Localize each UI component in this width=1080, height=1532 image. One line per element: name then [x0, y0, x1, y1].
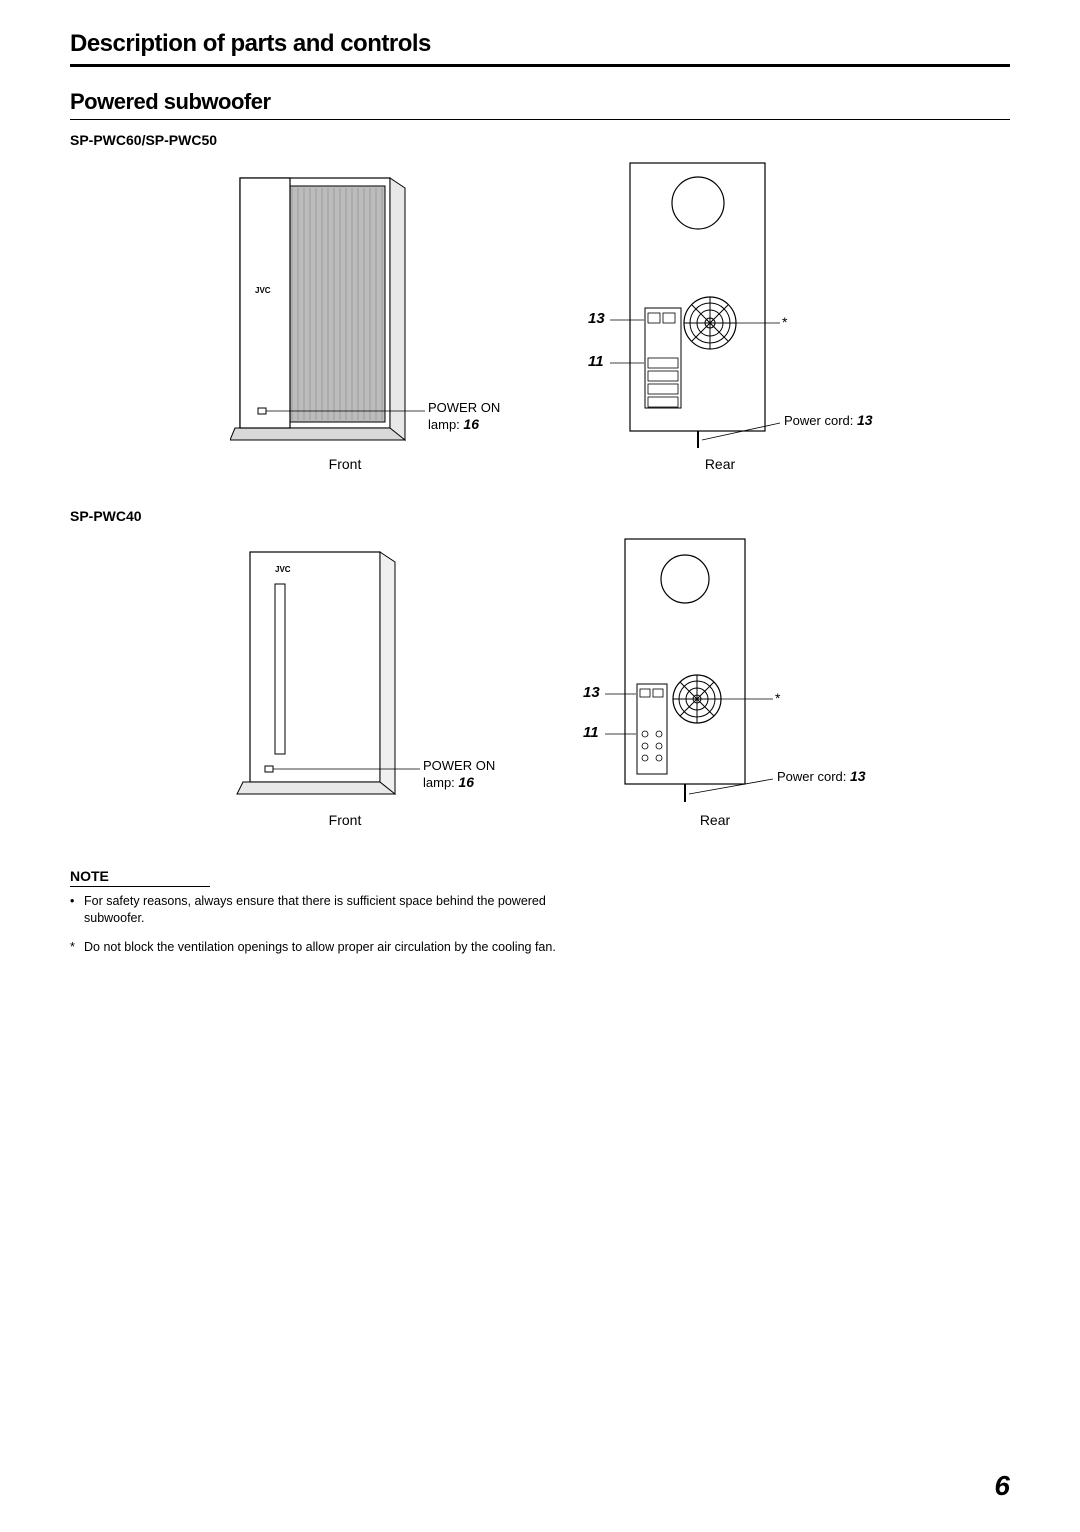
- model1-asterisk: *: [782, 314, 787, 330]
- model2-rear-col: 13 11 * Power cord: 13 Rear: [585, 534, 845, 828]
- model1-rear-figure: 13 11 * Power cord: 13: [590, 158, 850, 448]
- model2-rear-figure: 13 11 * Power cord: 13: [585, 534, 845, 804]
- poweron-text: POWER ON: [428, 400, 500, 415]
- note-rule: [70, 886, 210, 887]
- model2-front-caption: Front: [329, 812, 362, 828]
- section-title: Powered subwoofer: [70, 89, 1010, 115]
- model2-block: SP-PWC40 JVC: [70, 508, 1010, 828]
- model1-rear-col: 13 11 * Power cord: 13 Rear: [590, 158, 850, 472]
- jvc-logo: JVC: [255, 286, 271, 295]
- powercord-text: Power cord:: [777, 769, 846, 784]
- asterisk-icon: *: [70, 939, 75, 956]
- section-rule: [70, 119, 1010, 120]
- bullet-icon: •: [70, 893, 74, 910]
- note-text-1: For safety reasons, always ensure that t…: [84, 894, 546, 925]
- svg-text:JVC: JVC: [275, 565, 291, 574]
- model2-asterisk: *: [775, 690, 780, 706]
- powercord-ref: 13: [857, 412, 873, 428]
- note-section: NOTE • For safety reasons, always ensure…: [70, 868, 590, 956]
- model1-poweron-callout: POWER ON lamp: 16: [428, 400, 548, 432]
- model1-diagram-row: JVC POWER ON lamp: 16 Front: [70, 158, 1010, 472]
- model1-front-col: JVC POWER ON lamp: 16 Front: [230, 168, 460, 472]
- model1-powercord-callout: Power cord: 13: [784, 412, 924, 429]
- note-item-2: * Do not block the ventilation openings …: [70, 939, 590, 956]
- page-title: Description of parts and controls: [70, 30, 1010, 58]
- model2-rear-caption: Rear: [700, 812, 730, 828]
- model2-diagram-row: JVC POWER ON lamp: 16 Front: [70, 534, 1010, 828]
- lamp-text: lamp:: [428, 417, 460, 432]
- model1-callout-13: 13: [588, 310, 605, 327]
- powercord-text: Power cord:: [784, 413, 853, 428]
- model1-front-figure: JVC POWER ON lamp: 16: [230, 168, 460, 448]
- note-text-2: Do not block the ventilation openings to…: [84, 940, 556, 954]
- model1-block: SP-PWC60/SP-PWC50: [70, 132, 1010, 472]
- model1-front-caption: Front: [329, 456, 362, 472]
- model2-callout-13: 13: [583, 684, 600, 701]
- title-rule: [70, 64, 1010, 67]
- model2-front-col: JVC POWER ON lamp: 16 Front: [235, 544, 455, 828]
- note-item-1: • For safety reasons, always ensure that…: [70, 893, 590, 927]
- model1-label: SP-PWC60/SP-PWC50: [70, 132, 1010, 148]
- lamp-ref: 16: [458, 774, 474, 790]
- model2-powercord-callout: Power cord: 13: [777, 768, 917, 785]
- page-number: 6: [994, 1470, 1010, 1502]
- model2-callout-11: 11: [583, 724, 599, 741]
- model1-callout-11: 11: [588, 353, 604, 370]
- model2-front-figure: JVC POWER ON lamp: 16: [235, 544, 455, 804]
- lamp-text: lamp:: [423, 775, 455, 790]
- lamp-ref: 16: [463, 416, 479, 432]
- note-heading: NOTE: [70, 868, 590, 884]
- powercord-ref: 13: [850, 768, 866, 784]
- poweron-text: POWER ON: [423, 758, 495, 773]
- model2-label: SP-PWC40: [70, 508, 1010, 524]
- model1-rear-caption: Rear: [705, 456, 735, 472]
- model2-poweron-callout: POWER ON lamp: 16: [423, 758, 543, 790]
